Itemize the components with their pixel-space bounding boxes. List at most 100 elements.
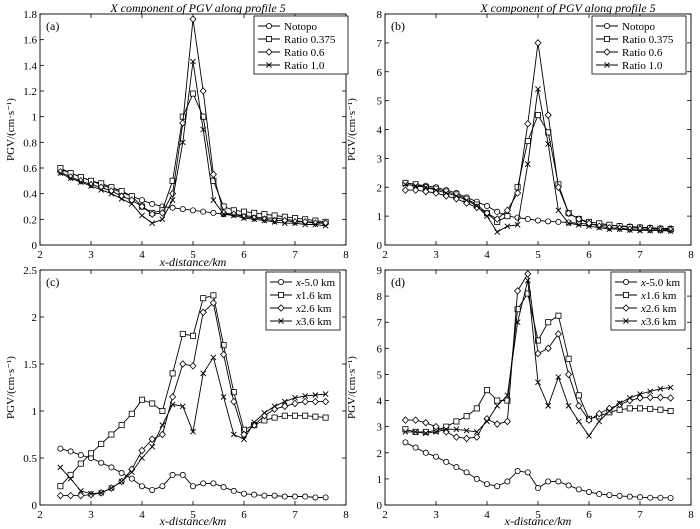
y-tick-label: 7 bbox=[377, 38, 383, 50]
data-point bbox=[189, 90, 196, 97]
data-point bbox=[463, 413, 470, 420]
data-point bbox=[240, 490, 247, 497]
data-point bbox=[138, 396, 145, 403]
data-point bbox=[667, 384, 674, 391]
data-point bbox=[200, 126, 207, 133]
data-point bbox=[230, 389, 237, 396]
data-point bbox=[311, 397, 319, 406]
panel-label: (d) bbox=[391, 275, 405, 289]
x-tick-label: 4 bbox=[139, 249, 145, 261]
data-point bbox=[67, 448, 74, 455]
data-point bbox=[565, 402, 572, 409]
data-point bbox=[98, 186, 105, 193]
y-tick-label: 1 bbox=[377, 211, 383, 223]
data-point bbox=[575, 418, 582, 425]
y-tick-label: 2.5 bbox=[23, 265, 37, 277]
data-point bbox=[565, 482, 572, 489]
title-top-left: X component of PGV along profile 5 bbox=[109, 1, 285, 15]
x-tick-label: 8 bbox=[688, 249, 694, 261]
data-point bbox=[595, 409, 603, 418]
data-point bbox=[322, 494, 329, 501]
data-point bbox=[616, 226, 623, 233]
data-point bbox=[291, 412, 298, 419]
legend-label: Ratio 0.6 bbox=[284, 47, 325, 59]
y-tick-label: 5 bbox=[377, 369, 383, 381]
series-line-1 bbox=[405, 114, 671, 230]
data-point bbox=[77, 452, 84, 459]
panel-0: 2 3 4 5 6 7 8 0 0.2 0.4 0.6 0.8 1 1.2 1.4 1.6 1.8 PGV/(cm… bbox=[5, 9, 349, 269]
data-point bbox=[118, 195, 125, 202]
data-point bbox=[453, 426, 460, 433]
x-tick-label: 7 bbox=[292, 249, 298, 261]
data-point bbox=[322, 391, 329, 397]
data-point bbox=[57, 464, 64, 471]
data-point bbox=[301, 397, 309, 406]
data-point bbox=[453, 192, 460, 199]
panel-2: 2 3 4 5 6 7 8 0 0.5 1 1.5 2 2.5 PGV/(cm·s⁻¹) x-distanc… bbox=[5, 265, 349, 528]
data-point bbox=[169, 197, 176, 204]
data-point bbox=[514, 319, 521, 326]
data-point bbox=[77, 179, 84, 186]
legend-marker bbox=[265, 36, 272, 43]
data-point bbox=[159, 483, 166, 490]
data-point bbox=[209, 299, 217, 307]
data-point bbox=[422, 418, 430, 427]
x-tick-label: 6 bbox=[586, 249, 592, 261]
data-point bbox=[302, 493, 309, 500]
data-point bbox=[606, 492, 613, 499]
data-point bbox=[108, 464, 115, 471]
y-tick-label: 1.2 bbox=[23, 86, 37, 98]
data-point bbox=[575, 401, 583, 410]
data-point bbox=[524, 119, 532, 128]
data-point bbox=[189, 483, 196, 490]
data-point bbox=[291, 399, 299, 408]
x-tick-label: 4 bbox=[484, 509, 490, 521]
data-point bbox=[88, 183, 94, 189]
data-point bbox=[220, 203, 227, 210]
x-tick-label: 6 bbox=[241, 249, 247, 261]
data-point bbox=[575, 392, 582, 399]
data-point bbox=[210, 209, 217, 216]
data-point bbox=[626, 227, 633, 233]
legend-label: x-5.0 km bbox=[640, 277, 681, 289]
series-line-3 bbox=[405, 89, 671, 233]
legend-marker bbox=[623, 318, 629, 324]
data-point bbox=[179, 113, 186, 120]
data-point bbox=[504, 392, 511, 399]
legend-label: Ratio 0.375 bbox=[622, 34, 674, 46]
data-point bbox=[646, 393, 654, 402]
data-point bbox=[524, 270, 532, 278]
legend-label: Notopo bbox=[284, 21, 318, 33]
data-point bbox=[637, 391, 643, 397]
x-tick-label: 2 bbox=[382, 249, 388, 261]
data-point bbox=[432, 422, 440, 431]
data-point bbox=[149, 200, 156, 207]
data-point bbox=[230, 487, 237, 494]
data-point bbox=[657, 227, 664, 234]
data-point bbox=[514, 221, 521, 228]
y-tick-label: 1 bbox=[32, 112, 38, 124]
legend-marker bbox=[277, 278, 284, 285]
x-tick-label: 7 bbox=[637, 509, 643, 521]
data-point bbox=[230, 397, 238, 406]
data-point bbox=[200, 208, 207, 215]
data-point bbox=[535, 337, 542, 344]
legend-label: x1.6 km bbox=[640, 290, 677, 302]
data-point bbox=[179, 206, 186, 213]
data-point bbox=[433, 187, 439, 194]
legend-marker bbox=[604, 36, 611, 43]
data-point bbox=[108, 431, 115, 438]
data-point bbox=[148, 210, 156, 218]
series-line-2 bbox=[60, 302, 326, 497]
data-point bbox=[57, 445, 64, 452]
y-tick-label: 0.6 bbox=[23, 163, 37, 175]
data-point bbox=[473, 433, 481, 441]
data-point bbox=[210, 197, 217, 204]
data-point bbox=[494, 483, 501, 490]
data-point bbox=[128, 196, 136, 204]
legend-marker bbox=[623, 278, 630, 285]
y-tick-label: 2 bbox=[377, 448, 383, 460]
data-point bbox=[555, 207, 562, 214]
y-tick-label: 8 bbox=[377, 9, 383, 21]
data-point bbox=[524, 138, 531, 145]
